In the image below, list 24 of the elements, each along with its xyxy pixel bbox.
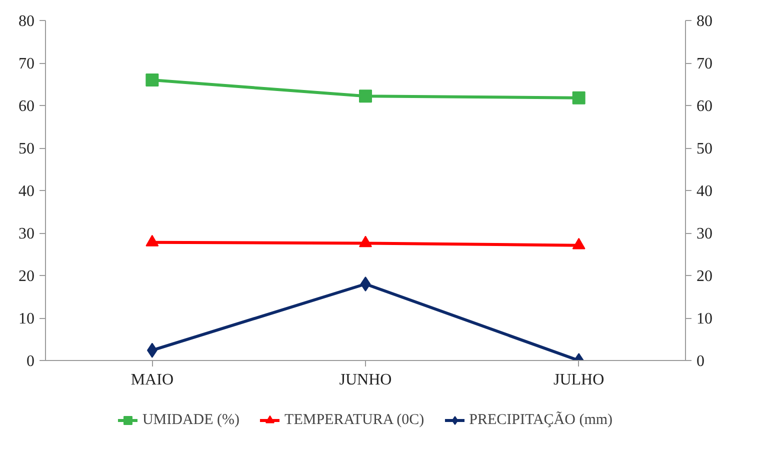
y-tick-label: 20	[18, 268, 34, 285]
x-tick-label: JULHO	[554, 372, 604, 388]
x-tick-label: JUNHO	[339, 372, 392, 388]
legend-label: PRECIPITAÇÃO (mm)	[469, 412, 613, 428]
y-tick-label: 30	[18, 226, 34, 242]
y2-tick-label: 60	[696, 98, 712, 115]
y-tick-label: 70	[18, 56, 34, 72]
legend-label: TEMPERATURA (0C)	[284, 412, 424, 428]
y-tick-label: 40	[18, 183, 34, 200]
y-tick-label: 50	[18, 140, 34, 158]
y2-tick-label: 10	[696, 310, 712, 328]
y2-tick-label: 40	[696, 183, 712, 200]
legend-label: UMIDADE (%)	[142, 412, 240, 428]
y2-tick-label: 30	[696, 226, 712, 242]
y2-tick-label: 80	[696, 13, 712, 30]
y-tick-label: 10	[18, 310, 34, 328]
y2-tick-label: 70	[696, 56, 712, 72]
y2-tick-label: 50	[696, 140, 712, 158]
y-tick-label: 0	[26, 353, 34, 370]
y-tick-label: 60	[18, 98, 34, 115]
y-tick-label: 80	[18, 13, 34, 30]
y2-tick-label: 0	[696, 353, 704, 370]
y2-tick-label: 20	[696, 268, 712, 285]
x-tick-label: MAIO	[130, 372, 174, 388]
